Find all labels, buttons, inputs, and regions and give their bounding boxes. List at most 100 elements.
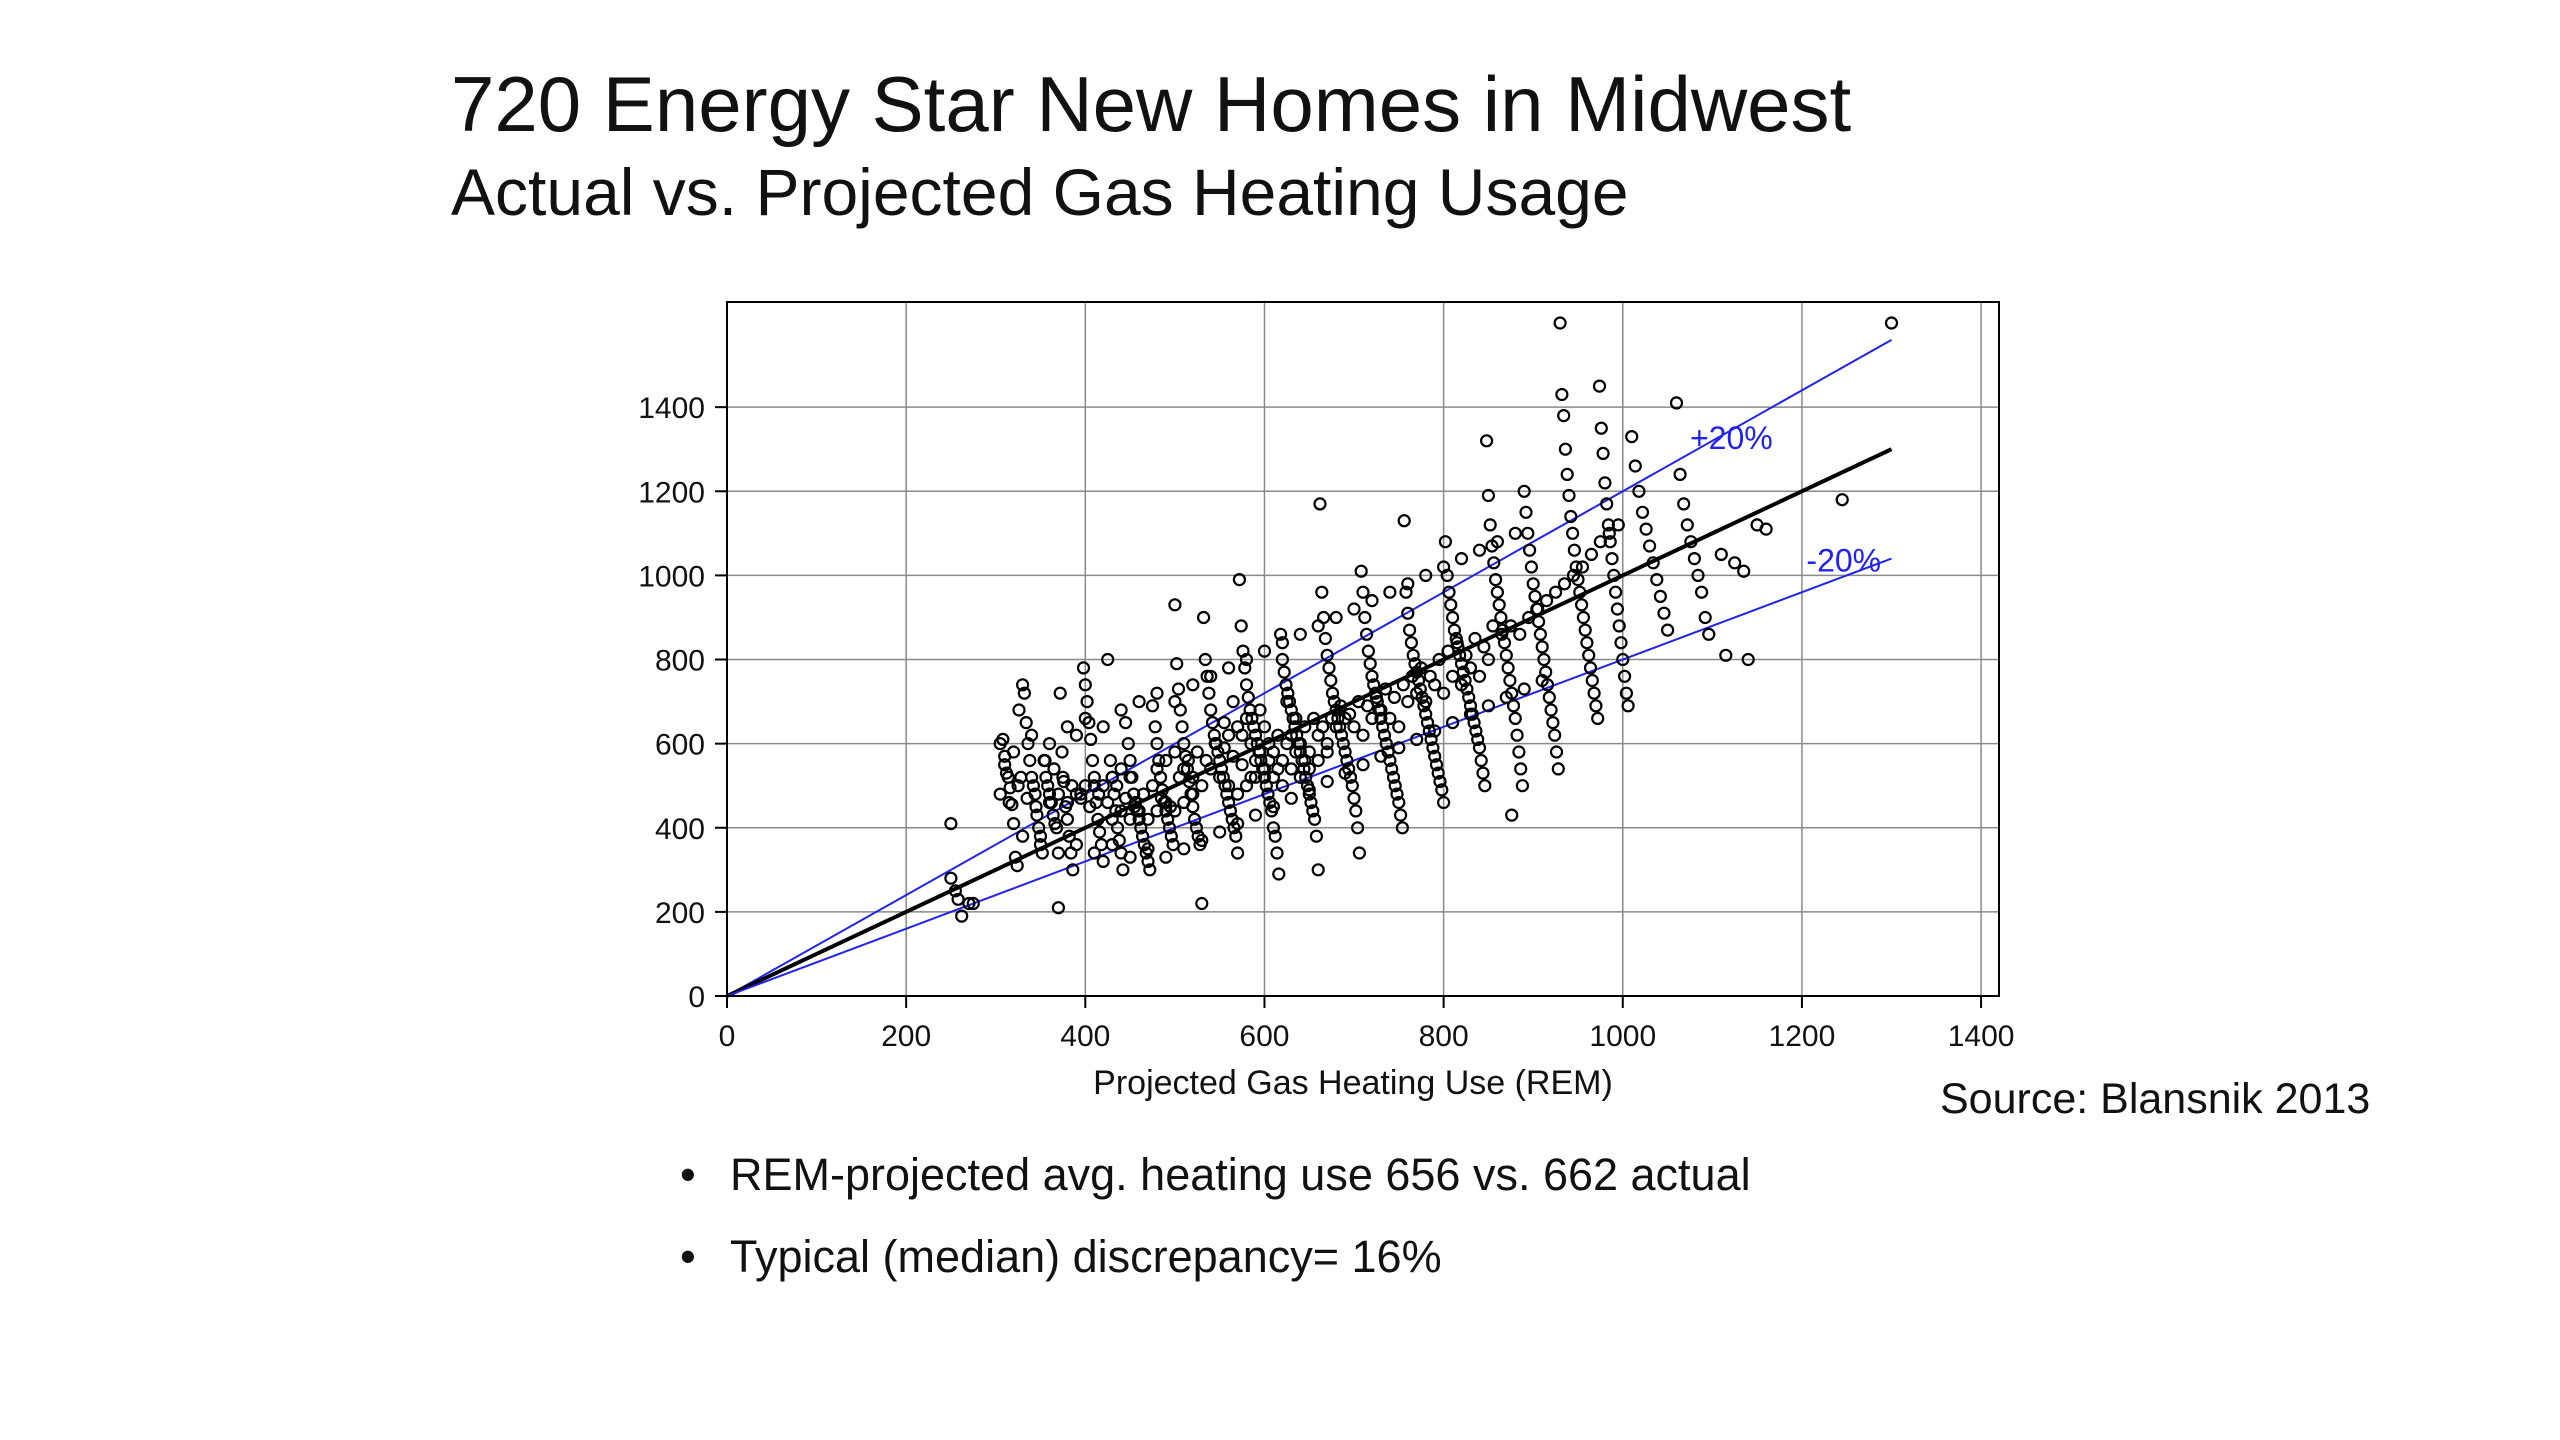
data-point <box>1202 686 1216 700</box>
data-point <box>1331 711 1345 726</box>
data-point <box>1338 745 1352 759</box>
data-point <box>1719 648 1733 662</box>
data-point <box>1557 409 1571 423</box>
data-point <box>1555 387 1569 402</box>
data-point <box>1499 690 1513 705</box>
data-point <box>1414 661 1428 675</box>
data-point <box>1257 644 1272 658</box>
data-point <box>1592 379 1607 393</box>
data-point <box>1358 610 1372 625</box>
y-tick-label: 0 <box>688 981 705 1014</box>
data-point <box>1501 661 1515 675</box>
data-point <box>951 892 965 906</box>
data-point <box>1445 715 1460 730</box>
data-point <box>1687 551 1702 566</box>
data-point <box>1616 652 1630 667</box>
data-point <box>1607 568 1621 583</box>
data-point <box>1441 644 1455 658</box>
data-point <box>1051 901 1066 915</box>
data-point <box>1150 804 1164 818</box>
data-point <box>1490 535 1505 549</box>
bullet-item: • REM-projected avg. heating use 656 vs. … <box>680 1145 1751 1227</box>
data-point <box>1428 724 1442 738</box>
data-point <box>1234 619 1248 633</box>
data-point <box>1522 610 1536 625</box>
data-point <box>1574 598 1589 612</box>
data-point <box>1030 808 1044 822</box>
data-point <box>1454 551 1469 566</box>
y-tick-label: 800 <box>655 645 705 678</box>
data-point <box>1374 703 1388 717</box>
data-point <box>1583 661 1598 675</box>
data-point <box>1011 779 1025 793</box>
data-point <box>1084 732 1098 747</box>
data-point <box>944 816 958 831</box>
data-point <box>1513 627 1527 641</box>
data-point <box>1213 753 1227 768</box>
data-point <box>1387 690 1402 705</box>
data-point <box>1653 589 1668 604</box>
data-point <box>1162 821 1177 835</box>
data-point <box>1436 560 1451 574</box>
data-point <box>1392 741 1406 755</box>
data-point <box>1281 686 1295 700</box>
data-point <box>1575 560 1590 574</box>
data-point <box>1101 652 1115 667</box>
data-point <box>1741 652 1755 667</box>
data-point <box>1053 686 1067 700</box>
data-point <box>1168 694 1182 709</box>
data-point <box>1487 556 1501 570</box>
reference-line <box>726 557 1892 997</box>
data-point <box>1159 850 1173 864</box>
data-point <box>1275 779 1290 793</box>
data-point <box>1395 821 1410 835</box>
data-point <box>1333 699 1348 713</box>
data-point <box>1143 863 1157 877</box>
data-point <box>1573 585 1587 599</box>
reference-line-label: +20% <box>1690 420 1773 456</box>
data-point <box>1145 779 1160 793</box>
data-point <box>1302 745 1316 759</box>
data-point <box>1307 812 1322 826</box>
data-point <box>1388 779 1402 793</box>
data-point <box>1635 505 1650 519</box>
data-point <box>1537 652 1551 667</box>
data-point <box>1024 728 1039 742</box>
data-point <box>1134 821 1148 835</box>
data-point <box>1015 678 1030 692</box>
data-point <box>1164 829 1178 843</box>
data-point <box>1429 758 1444 772</box>
data-point <box>1105 812 1119 826</box>
data-point <box>1544 703 1558 717</box>
data-point <box>1436 686 1451 700</box>
bullet-marker: • <box>680 1231 696 1282</box>
data-point <box>1481 652 1496 667</box>
data-point <box>1548 728 1562 742</box>
axis-ticks: 0 200 400 600 800 1000 1200 1400 0 200 400 600 800 10… <box>638 392 2014 1053</box>
data-point <box>1006 816 1021 831</box>
data-point <box>1535 640 1549 654</box>
data-point <box>1195 779 1209 793</box>
data-point <box>1374 711 1388 726</box>
data-point <box>1279 678 1293 692</box>
data-point <box>1410 732 1424 747</box>
data-point <box>1241 690 1255 705</box>
data-point <box>1187 812 1202 826</box>
data-point <box>1055 745 1069 759</box>
x-tick-label: 400 <box>1060 1020 1110 1053</box>
data-point <box>1024 770 1039 784</box>
data-point <box>1605 551 1619 566</box>
data-point <box>1092 825 1107 839</box>
data-point <box>1397 514 1411 528</box>
data-point <box>1015 829 1030 843</box>
data-point <box>1463 699 1478 713</box>
data-point <box>1569 560 1583 574</box>
data-point <box>1266 800 1281 814</box>
data-point <box>1657 606 1671 620</box>
data-point <box>1386 770 1401 784</box>
data-point <box>1596 446 1610 460</box>
data-point <box>1621 699 1635 713</box>
data-point <box>1261 787 1275 801</box>
data-point <box>1060 812 1075 826</box>
data-point <box>1553 316 1567 330</box>
